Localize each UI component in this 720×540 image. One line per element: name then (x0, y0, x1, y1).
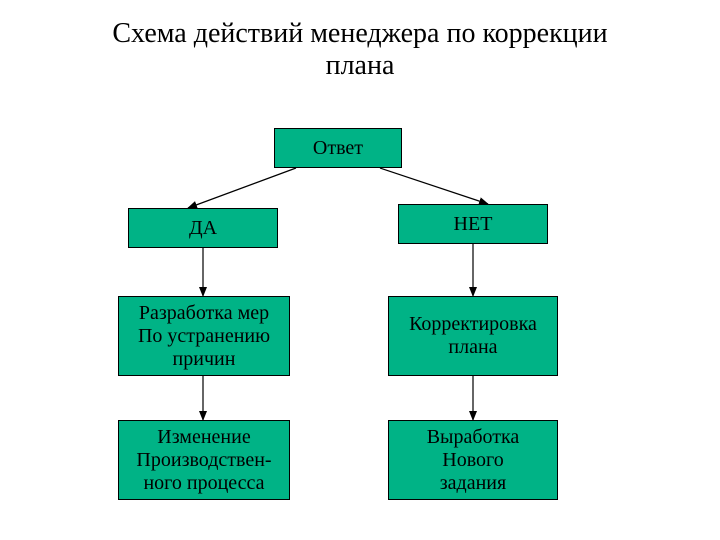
node-yes: ДА (128, 208, 278, 248)
node-yes-step: Разработка мерПо устранениюпричин (118, 296, 290, 376)
node-no-out: ВыработкаНовогозадания (388, 420, 558, 500)
flowchart-viewport: { "canvas": { "width": 720, "height": 54… (0, 0, 720, 540)
node-yes-out: ИзменениеПроизводствен-ного процесса (118, 420, 290, 500)
diagram-title-line2: плана (326, 50, 395, 81)
edge-arrow (188, 168, 296, 208)
edge-arrow (380, 168, 488, 204)
node-no-out-label: ВыработкаНовогозадания (427, 426, 520, 495)
diagram-title: Схема действий менеджера по коррекции пл… (0, 18, 720, 82)
node-yes-out-label: ИзменениеПроизводствен-ного процесса (136, 426, 271, 495)
node-yes-label: ДА (189, 217, 217, 240)
diagram-title-line1: Схема действий менеджера по коррекции (112, 18, 607, 49)
node-no-step-label: Корректировкаплана (409, 313, 537, 359)
node-yes-step-label: Разработка мерПо устранениюпричин (138, 302, 270, 371)
node-answer-label: Ответ (313, 137, 363, 160)
node-no-step: Корректировкаплана (388, 296, 558, 376)
node-no-label: НЕТ (454, 213, 493, 236)
node-no: НЕТ (398, 204, 548, 244)
node-answer: Ответ (274, 128, 402, 168)
